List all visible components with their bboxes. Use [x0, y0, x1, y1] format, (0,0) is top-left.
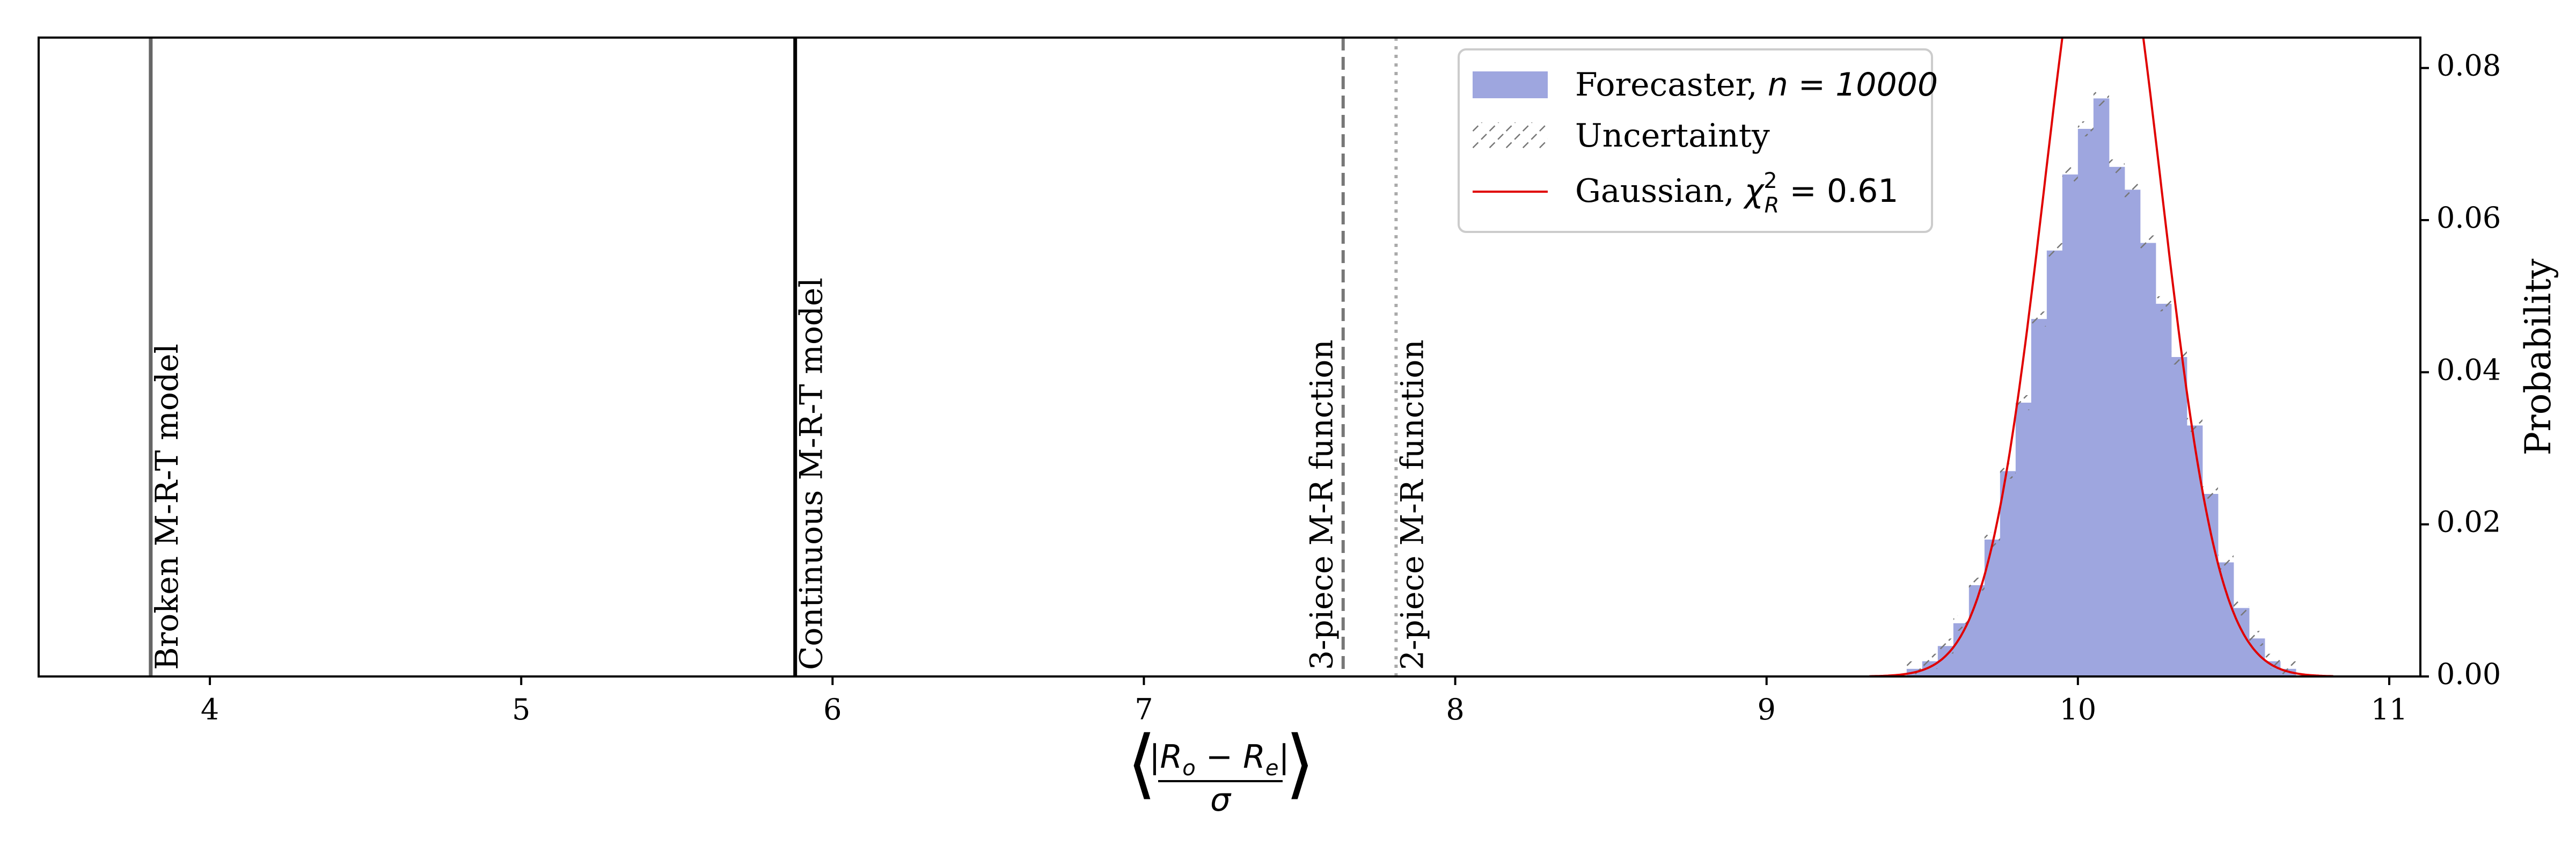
hist-bar [1984, 540, 2001, 676]
x-axis: 4 5 6 7 8 9 10 11 [201, 676, 2407, 726]
y-tick-label: 0.06 [2436, 201, 2501, 235]
gaussian-curve [1869, 38, 2333, 676]
x-tick-label: 8 [1446, 693, 1464, 726]
x-tick-label: 7 [1135, 693, 1153, 726]
uncertainty-band [2062, 167, 2078, 182]
y-tick-label: 0.04 [2436, 353, 2501, 387]
hist-bar [2000, 471, 2016, 676]
y-axis-label: Probability [2518, 258, 2559, 455]
x-tick-label: 10 [2059, 693, 2096, 726]
y-tick-label: 0.00 [2436, 657, 2501, 691]
uncertainty-band [2031, 311, 2047, 327]
x-tick-label: 11 [2371, 693, 2408, 726]
legend-forecaster-label: Forecaster, n = 10000 [1575, 66, 1938, 104]
hist-bar [2031, 319, 2047, 676]
x-tick-label: 4 [201, 693, 219, 726]
hist-bar [1953, 623, 1970, 676]
legend-uncertainty-label: Uncertainty [1575, 117, 1770, 155]
x-label-close-bracket: ⟩ [1285, 720, 1315, 807]
hist-bar [2046, 250, 2063, 676]
hist-bar [2077, 129, 2094, 676]
legend-uncertainty-swatch [1473, 122, 1548, 149]
uncertainty-band [2124, 182, 2140, 198]
uncertainty-band [2218, 555, 2234, 570]
x-tick-label: 9 [1758, 693, 1776, 726]
uncertainty-layer [1906, 91, 2296, 676]
hist-bar [2218, 562, 2234, 676]
uncertainty-band [2109, 159, 2125, 174]
uncertainty-band [2186, 418, 2202, 433]
reference-line-label: Continuous M-R-T model [793, 278, 830, 670]
hist-bar [2015, 403, 2032, 676]
hist-bar [2093, 98, 2110, 676]
legend: Forecaster, n = 10000 Uncertainty Gaussi… [1458, 48, 1938, 233]
uncertainty-band [2077, 121, 2094, 136]
hist-bar [2140, 243, 2156, 676]
y-tick-label: 0.08 [2436, 49, 2501, 83]
hist-bar [2124, 190, 2141, 676]
x-label-open-bracket: ⟨ [1127, 720, 1157, 807]
uncertainty-band [2155, 296, 2171, 311]
hist-bar [2171, 357, 2187, 676]
uncertainty-band [2233, 600, 2249, 616]
legend-gaussian-label: Gaussian, χ2 R = 0.61 [1575, 169, 1898, 218]
reference-line-label: 2-piece M-R function [1394, 339, 1430, 670]
gaussian-fit [1869, 38, 2333, 676]
legend-box [1458, 48, 1933, 233]
plot-frame [38, 37, 2421, 678]
x-tick-label: 5 [512, 693, 530, 726]
reference-line-label: 3-piece M-R function [1304, 339, 1340, 670]
hist-bar [2109, 166, 2125, 676]
uncertainty-band [2249, 631, 2265, 646]
hist-bar [2202, 494, 2219, 676]
hist-bar [2155, 303, 2172, 676]
hist-bar [2062, 174, 2079, 676]
x-tick-label: 6 [823, 693, 841, 726]
reference-lines: Broken M-R-T model Continuous M-R-T model… [149, 38, 1430, 676]
uncertainty-band [2093, 91, 2109, 106]
y-axis: 0.00 0.02 0.04 0.06 0.08 [2420, 49, 2501, 691]
legend-forecaster-swatch [1473, 71, 1548, 98]
histogram [1906, 98, 2296, 676]
hist-bar [2186, 425, 2203, 676]
x-axis-label: ⟨ |Ro − Re| σ ⟩ [1127, 720, 1315, 819]
x-label-numerator: |Ro − Re| [1149, 738, 1289, 781]
x-label-denominator: σ [1210, 781, 1232, 819]
uncertainty-band [2046, 243, 2062, 258]
uncertainty-band [2202, 486, 2218, 501]
uncertainty-band [2171, 350, 2187, 365]
y-tick-label: 0.02 [2436, 505, 2501, 539]
uncertainty-band [2140, 235, 2156, 251]
reference-line-label: Broken M-R-T model [149, 344, 185, 670]
